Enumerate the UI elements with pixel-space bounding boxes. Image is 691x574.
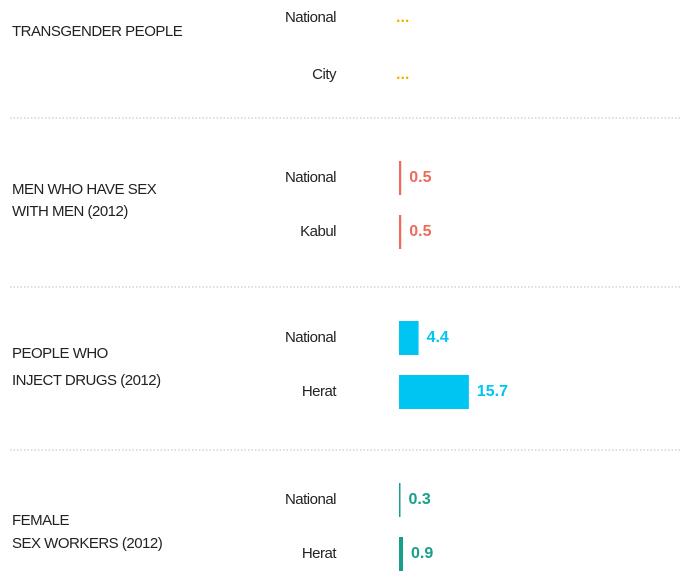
bar [399,161,402,195]
group-label: INJECT DRUGS (2012) [12,372,161,389]
value-label: 0.5 [409,169,431,186]
group-label: SEX WORKERS (2012) [12,535,163,552]
row-label: National [285,9,336,26]
row-label: Kabul [300,223,336,240]
group-label: WITH MEN (2012) [12,203,128,220]
row-label: Herat [302,383,338,400]
row-label: City [312,66,337,83]
group-label: MEN WHO HAVE SEX [12,181,157,198]
group-label: TRANSGENDER PEOPLE [12,23,183,40]
row-label: Herat [302,545,338,562]
group-label: PEOPLE WHO [12,345,108,362]
value-label: 0.5 [409,223,431,240]
value-label: 0.3 [409,491,431,508]
value-label: 0.9 [411,545,433,562]
bar [399,321,419,355]
row-label: National [285,491,336,508]
row-label: National [285,169,336,186]
bar [399,537,404,571]
bar [399,483,401,517]
row-label: National [285,329,336,346]
value-label: ... [396,66,409,83]
value-label: ... [396,9,409,26]
value-label: 15.7 [477,383,508,400]
value-label: 4.4 [427,329,449,346]
group-label: FEMALE [12,512,70,529]
bar [399,375,469,409]
bar [399,215,402,249]
